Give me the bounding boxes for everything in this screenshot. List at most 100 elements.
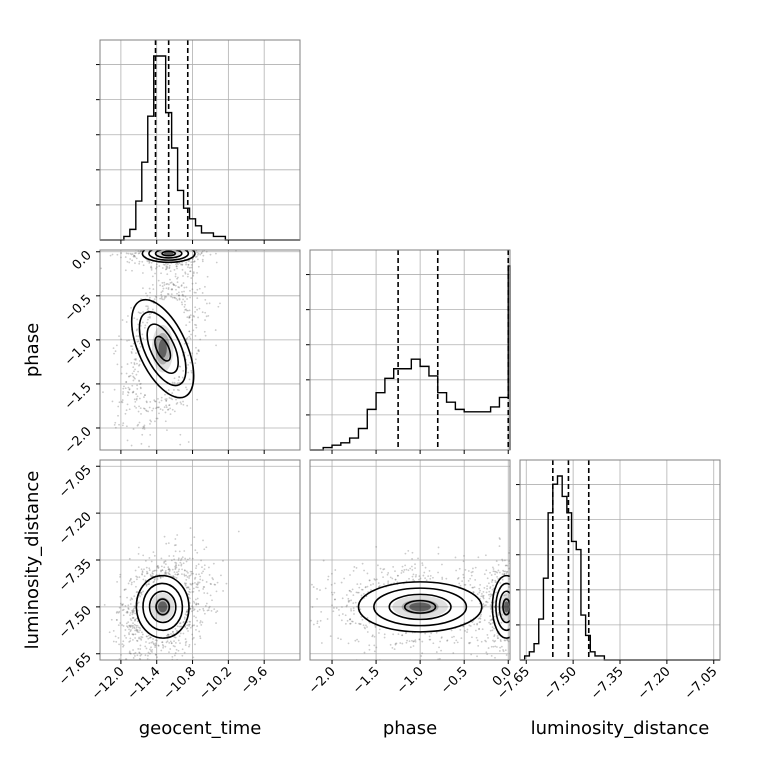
sample-point bbox=[155, 569, 158, 572]
sample-point bbox=[167, 243, 169, 245]
sample-point bbox=[437, 571, 439, 574]
sample-point bbox=[137, 566, 140, 569]
sample-point bbox=[154, 642, 157, 645]
sample-point bbox=[119, 246, 121, 248]
sample-point bbox=[170, 281, 173, 284]
sample-point bbox=[181, 568, 183, 571]
sample-point bbox=[349, 618, 352, 621]
sample-point bbox=[467, 570, 470, 572]
sample-point bbox=[190, 261, 193, 264]
sample-point bbox=[171, 392, 174, 394]
sample-point bbox=[146, 238, 148, 240]
sample-point bbox=[185, 560, 188, 563]
sample-point bbox=[213, 608, 216, 610]
sample-point bbox=[439, 640, 442, 643]
sample-point bbox=[174, 652, 177, 654]
sample-point bbox=[524, 574, 526, 576]
sample-point bbox=[368, 579, 371, 582]
sample-point bbox=[168, 264, 171, 267]
sample-point bbox=[156, 244, 158, 246]
sample-point bbox=[129, 652, 132, 655]
sample-point bbox=[170, 632, 172, 635]
sample-point bbox=[468, 642, 471, 645]
sample-point bbox=[127, 604, 130, 607]
sample-point bbox=[161, 267, 164, 269]
sample-point bbox=[164, 645, 167, 648]
sample-point bbox=[146, 570, 148, 573]
sample-point bbox=[188, 623, 191, 626]
sample-point bbox=[100, 669, 102, 671]
sample-point bbox=[190, 572, 193, 575]
sample-point bbox=[345, 605, 348, 608]
sample-point bbox=[147, 450, 149, 452]
x-tick-label: −9.6 bbox=[238, 664, 271, 697]
scatter-points bbox=[310, 537, 526, 660]
sample-point bbox=[152, 551, 155, 553]
sample-point bbox=[183, 550, 186, 552]
sample-point bbox=[177, 379, 180, 382]
sample-point bbox=[151, 575, 153, 578]
sample-point bbox=[178, 294, 180, 297]
sample-point bbox=[134, 655, 136, 657]
sample-point bbox=[408, 577, 410, 580]
sample-point bbox=[349, 574, 351, 576]
sample-point bbox=[503, 573, 506, 575]
sample-point bbox=[194, 576, 197, 579]
sample-point bbox=[511, 604, 513, 606]
sample-point bbox=[164, 241, 166, 243]
sample-point bbox=[478, 627, 481, 630]
sample-point bbox=[167, 568, 170, 571]
sample-point bbox=[146, 294, 149, 297]
sample-point bbox=[154, 644, 157, 646]
sample-point bbox=[479, 615, 482, 618]
sample-point bbox=[103, 604, 106, 606]
sample-point bbox=[129, 612, 132, 614]
sample-point bbox=[175, 243, 177, 245]
sample-point bbox=[126, 439, 129, 442]
sample-point bbox=[401, 565, 404, 568]
sample-point bbox=[186, 337, 189, 339]
sample-point bbox=[152, 581, 155, 584]
sample-point bbox=[522, 572, 524, 574]
sample-point bbox=[130, 629, 132, 631]
sample-point bbox=[128, 580, 131, 582]
sample-point bbox=[132, 624, 134, 627]
sample-point bbox=[166, 640, 169, 643]
sample-point bbox=[116, 363, 119, 366]
sample-point bbox=[378, 628, 381, 631]
sample-point bbox=[115, 640, 118, 643]
sample-point bbox=[515, 611, 517, 613]
sample-point bbox=[185, 578, 188, 581]
sample-point bbox=[136, 640, 139, 642]
sample-point bbox=[135, 398, 138, 401]
sample-point bbox=[150, 646, 152, 649]
x-tick-label: −7.20 bbox=[635, 664, 674, 703]
contour-line bbox=[141, 250, 196, 264]
sample-point bbox=[493, 634, 496, 636]
sample-point bbox=[489, 604, 492, 607]
sample-point bbox=[144, 394, 146, 397]
contour-line bbox=[154, 335, 172, 362]
sample-point bbox=[155, 653, 157, 656]
sample-point bbox=[175, 566, 178, 569]
sample-point bbox=[150, 650, 152, 652]
sample-point bbox=[414, 640, 417, 643]
sample-point bbox=[477, 617, 480, 620]
sample-point bbox=[114, 426, 117, 429]
sample-point bbox=[127, 608, 130, 610]
sample-point bbox=[129, 630, 132, 633]
sample-point bbox=[237, 530, 240, 533]
sample-point bbox=[185, 586, 188, 589]
sample-point bbox=[110, 618, 113, 621]
sample-point bbox=[482, 603, 485, 605]
sample-point bbox=[170, 559, 173, 562]
sample-point bbox=[155, 263, 158, 266]
sample-point bbox=[131, 611, 134, 614]
sample-point bbox=[170, 397, 172, 400]
sample-point bbox=[499, 538, 501, 540]
sample-point bbox=[122, 391, 125, 393]
sample-point bbox=[125, 380, 128, 383]
sample-point bbox=[173, 377, 176, 380]
sample-point bbox=[148, 260, 150, 263]
sample-point bbox=[126, 611, 129, 613]
